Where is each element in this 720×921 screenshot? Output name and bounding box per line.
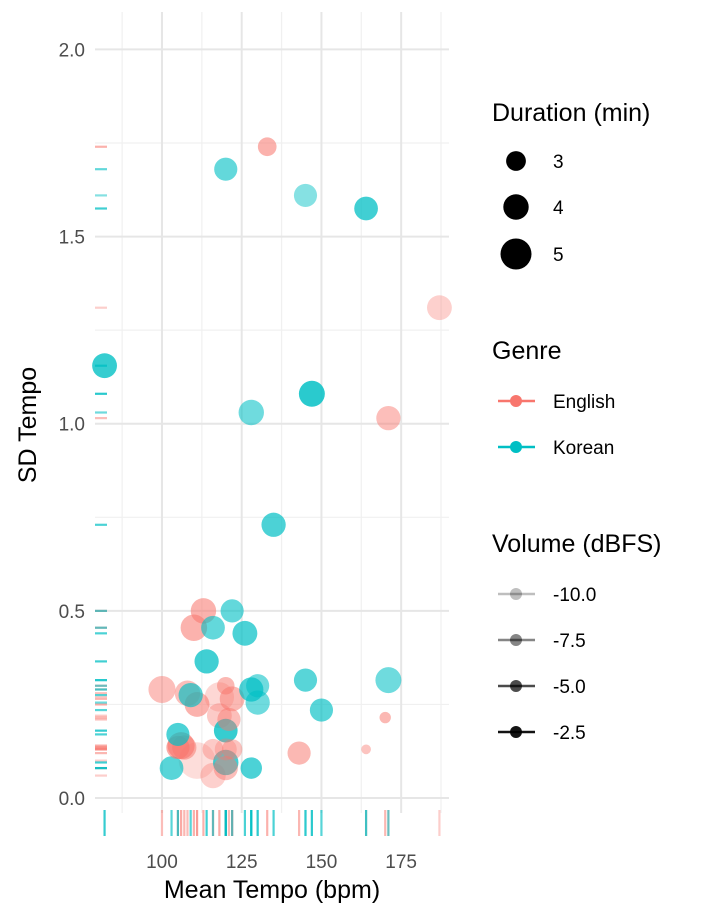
data-point-english xyxy=(379,711,391,724)
x-tick-label: 125 xyxy=(226,852,258,873)
data-point-english xyxy=(221,739,243,760)
x-tick-label: 100 xyxy=(146,852,178,873)
y-tick-label: 0.5 xyxy=(59,602,85,623)
legend-volume-label: -10.0 xyxy=(553,585,596,606)
legend-volume-title: Volume (dBFS) xyxy=(492,530,662,558)
data-point-english xyxy=(427,295,452,321)
data-point-korean xyxy=(194,649,219,674)
data-point-korean xyxy=(92,353,117,379)
legend-volume-label: -7.5 xyxy=(553,631,586,652)
data-point-korean xyxy=(213,718,238,743)
legend-volume-label: -5.0 xyxy=(553,677,586,698)
data-point-english xyxy=(148,675,176,704)
legend-duration-title: Duration (min) xyxy=(492,99,650,127)
data-point-korean xyxy=(298,380,325,407)
data-point-korean xyxy=(220,599,244,623)
legend-genre-label: Korean xyxy=(553,438,614,459)
legend-duration-key xyxy=(506,151,526,171)
data-point-english xyxy=(376,405,401,431)
data-point-english xyxy=(216,676,235,695)
data-point-korean xyxy=(178,682,203,708)
x-axis-tick-labels: 100 125 150 175 xyxy=(146,852,417,873)
y-tick-label: 1.5 xyxy=(59,228,85,249)
legend-duration-key xyxy=(503,194,529,220)
data-point-korean xyxy=(293,668,318,692)
legend-genre-label: English xyxy=(553,392,615,413)
data-point-korean xyxy=(261,512,286,537)
x-tick-label: 150 xyxy=(306,852,338,873)
legend-genre: Genre English Korean xyxy=(492,337,615,459)
minor-gridlines xyxy=(95,12,449,813)
legend-volume: Volume (dBFS) -10.0 -7.5 -5.0 -2.5 xyxy=(492,530,662,744)
x-tick-label: 175 xyxy=(385,852,417,873)
legend-volume-label: -2.5 xyxy=(553,723,586,744)
y-tick-label: 1.0 xyxy=(59,415,85,436)
data-point-korean xyxy=(246,674,270,698)
rug-marks xyxy=(95,145,441,836)
data-point-english xyxy=(257,137,277,157)
legend-genre-title: Genre xyxy=(492,337,561,365)
data-point-english xyxy=(287,741,311,765)
data-point-korean xyxy=(232,620,258,646)
data-point-english xyxy=(217,707,241,732)
data-point-korean xyxy=(159,756,184,780)
legend-duration-label: 4 xyxy=(553,198,564,219)
data-point-korean xyxy=(309,698,334,722)
legend-volume-key xyxy=(510,726,522,738)
data-point-english xyxy=(361,744,371,755)
legend-volume-key xyxy=(510,634,522,646)
y-axis-title: SD Tempo xyxy=(14,367,42,483)
legend-duration-label: 5 xyxy=(553,245,564,266)
legend-volume-key xyxy=(510,680,522,692)
data-point-korean xyxy=(238,399,264,426)
data-point-korean xyxy=(214,157,238,181)
legend-volume-key xyxy=(510,588,522,600)
legend-duration-label: 3 xyxy=(553,152,564,173)
legend-duration: Duration (min) 3 4 5 xyxy=(492,99,650,270)
data-points xyxy=(92,137,452,789)
data-point-korean xyxy=(245,690,270,715)
legend-genre-key xyxy=(510,395,522,407)
y-tick-label: 2.0 xyxy=(59,40,85,61)
data-point-korean xyxy=(240,757,263,779)
data-point-english xyxy=(213,755,238,781)
data-point-korean xyxy=(293,183,318,207)
legend-duration-key xyxy=(500,238,532,270)
data-point-korean xyxy=(375,667,402,694)
data-point-english xyxy=(214,738,237,761)
y-axis-tick-labels: 0.0 0.5 1.0 1.5 2.0 xyxy=(59,40,85,810)
legend-genre-key xyxy=(510,441,522,453)
y-tick-label: 0.0 xyxy=(59,789,85,810)
data-point-korean xyxy=(354,196,378,221)
data-point-korean xyxy=(166,722,190,746)
data-point-korean xyxy=(213,749,239,776)
data-point-korean xyxy=(201,615,225,640)
data-point-english xyxy=(202,738,224,760)
x-axis-title: Mean Tempo (bpm) xyxy=(164,876,380,904)
